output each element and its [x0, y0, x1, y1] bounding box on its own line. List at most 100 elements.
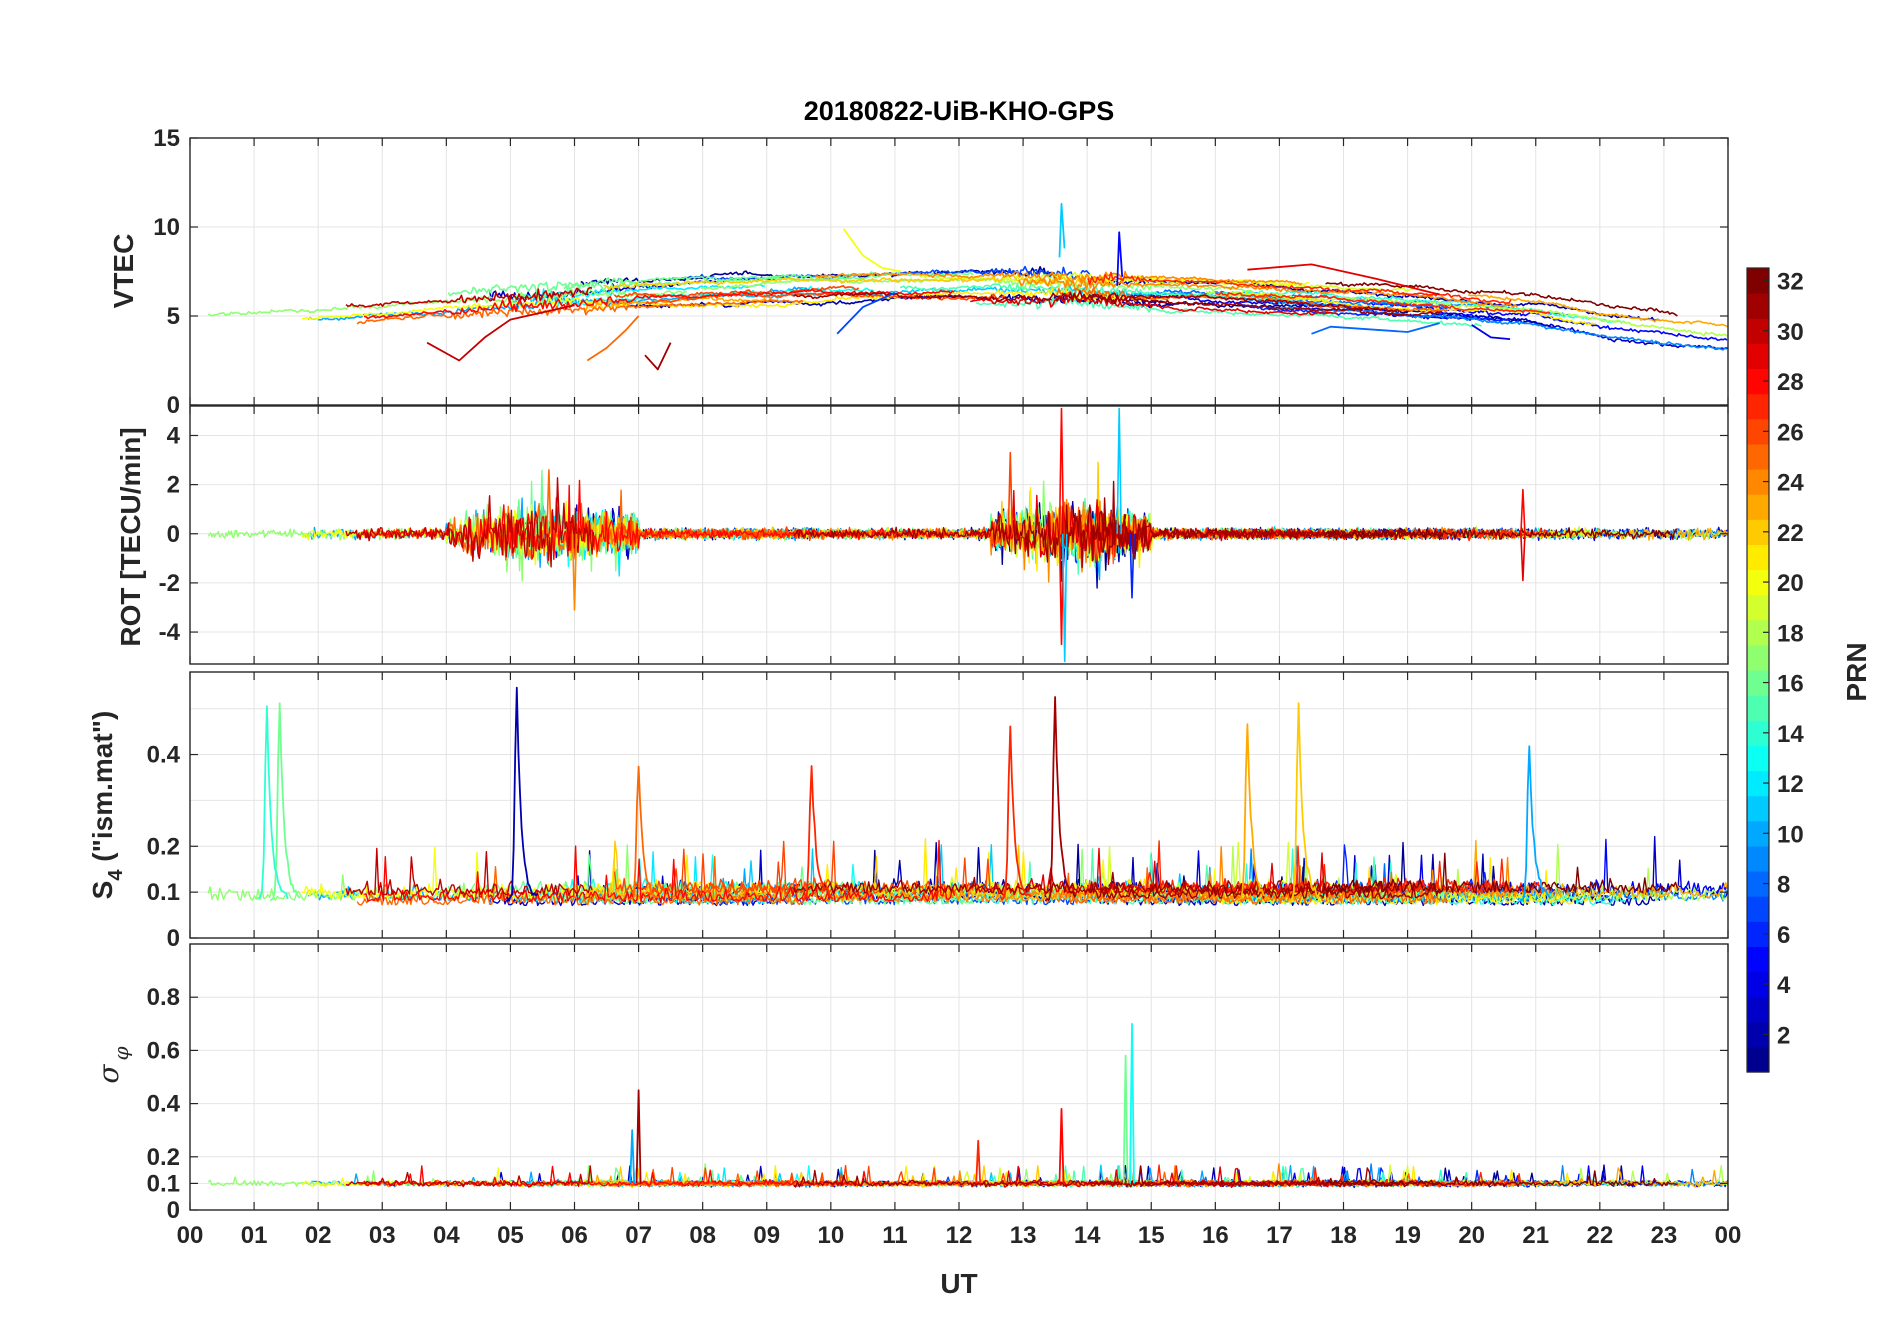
- sigma-phi-series-line: [345, 1165, 593, 1188]
- colorbar-swatch: [1747, 443, 1769, 470]
- x-tick-label: 06: [561, 1222, 588, 1249]
- s4-series-line: [613, 840, 859, 894]
- colorbar-tick-label: 22: [1777, 520, 1804, 547]
- colorbar-swatch: [1747, 996, 1769, 1023]
- colorbar-swatch: [1747, 946, 1769, 973]
- x-tick-label: 19: [1394, 1222, 1421, 1249]
- s4-peak: [1288, 702, 1321, 902]
- s4-peak: [269, 702, 301, 901]
- colorbar-swatch: [1747, 569, 1769, 596]
- colorbar-swatch: [1747, 494, 1769, 520]
- x-tick-label: 00: [177, 1222, 204, 1249]
- x-tick-label: 09: [753, 1222, 780, 1249]
- vtec-series-line: [207, 288, 688, 317]
- s4-series-line: [814, 846, 1303, 903]
- vtec-axes-box: [189, 137, 1729, 406]
- x-axis-label: UT: [940, 1268, 977, 1299]
- rot-spike: [1129, 533, 1135, 599]
- y-tick-label: 0.4: [147, 742, 181, 769]
- vtec-series-line: [1471, 324, 1511, 340]
- vtec-series-line: [644, 342, 672, 371]
- s4-series-line: [1219, 848, 1626, 906]
- colorbar-tick-label: 2: [1777, 1022, 1790, 1049]
- y-tick-label: 5: [167, 303, 180, 330]
- s4-y-ticks: 0 0.1 0.2 0.4: [147, 742, 1728, 952]
- y-tick-label: 0: [167, 392, 180, 419]
- s4-peak: [999, 725, 1032, 901]
- rot-panel: -4 -2 0 2 4 ROT [TECU/min]: [115, 405, 1729, 665]
- x-tick-label: 13: [1010, 1222, 1037, 1249]
- y-tick-label: 0.4: [147, 1091, 181, 1118]
- colorbar-swatch: [1747, 519, 1769, 545]
- x-tick-label: 07: [625, 1222, 652, 1249]
- rot-y-label: ROT [TECU/min]: [115, 427, 146, 646]
- rot-spike: [1061, 533, 1068, 663]
- y-tick-label: 0.6: [147, 1037, 180, 1064]
- colorbar-swatch: [1747, 820, 1769, 847]
- vtec-series-line: [1096, 277, 1661, 322]
- s4-peak: [1237, 723, 1269, 901]
- vtec-series-line: [356, 298, 804, 325]
- sigma-phi-peak: [635, 1089, 642, 1184]
- colorbar-swatch: [1747, 1046, 1769, 1073]
- vtec-series-line: [1018, 276, 1518, 308]
- sigma-phi-peak: [629, 1129, 636, 1184]
- vtec-series-line: [1367, 302, 1728, 341]
- sigma-phi-peak: [975, 1139, 982, 1184]
- sigma-phi-series-line: [614, 1166, 860, 1188]
- colorbar-tick-label: 32: [1777, 269, 1804, 296]
- sigma-phi-series: [207, 1022, 1728, 1189]
- x-tick-label: 10: [817, 1222, 844, 1249]
- colorbar-swatch: [1747, 368, 1769, 395]
- vtec-series-line: [447, 271, 874, 297]
- colorbar-tick-label: 16: [1777, 671, 1804, 698]
- rot-spike: [1116, 407, 1122, 534]
- colorbar-tick-label: 8: [1777, 872, 1790, 899]
- s4-series-line: [793, 871, 1400, 894]
- vtec-series-line: [842, 228, 902, 273]
- colorbar-swatch: [1747, 469, 1769, 495]
- vtec-series-line: [586, 315, 640, 362]
- x-tick-label: 01: [241, 1222, 268, 1249]
- colorbar-swatch: [1747, 670, 1769, 696]
- colorbar-swatch: [1747, 770, 1769, 797]
- rot-series: [207, 407, 1728, 663]
- rot-series-line: [1324, 527, 1678, 541]
- colorbar-swatch: [1747, 845, 1769, 872]
- vtec-y-ticks: 0 5 10 15: [153, 125, 1728, 419]
- sigma-phi-y-ticks: 00.10.2 0.4 0.6 0.8: [147, 984, 1728, 1224]
- colorbar-swatch: [1747, 745, 1769, 772]
- colorbar-swatch: [1747, 896, 1769, 922]
- vtec-series-line: [1215, 291, 1551, 315]
- vtec-series-line: [583, 295, 779, 312]
- y-tick-label: 10: [153, 214, 180, 241]
- vtec-panel: 0 5 10 15 VTEC: [108, 125, 1729, 419]
- vtec-series-line: [1058, 202, 1066, 258]
- s4-y-label-rest: ("ism.mat"): [87, 711, 118, 870]
- s4-peak: [628, 765, 660, 901]
- vtec-series-line: [1240, 303, 1510, 322]
- sigma-phi-peak: [1122, 1054, 1129, 1184]
- vtec-series-line: [1274, 306, 1728, 351]
- colorbar-label-prn: PRN: [1841, 642, 1872, 701]
- x-tick-label: 00: [1715, 1222, 1742, 1249]
- x-tick-label: 16: [1202, 1222, 1229, 1249]
- rot-series-line: [793, 504, 1401, 569]
- s4-peak: [1519, 745, 1552, 902]
- x-tick-label: 18: [1330, 1222, 1357, 1249]
- colorbar-tick-label: 4: [1777, 972, 1791, 999]
- vtec-series-line: [700, 275, 1254, 294]
- colorbar-swatch: [1747, 393, 1769, 420]
- x-tick-label: 22: [1586, 1222, 1613, 1249]
- vtec-series-line: [970, 293, 1338, 316]
- s4-y-label-main: S: [87, 881, 118, 900]
- vtec-series-line: [815, 270, 1303, 286]
- s4-axes-box: [189, 671, 1729, 939]
- s4-series-line: [1325, 852, 1679, 894]
- y-tick-label: 0.8: [147, 984, 180, 1011]
- colorbar-tick-label: 20: [1777, 570, 1804, 597]
- vtec-series-line: [918, 271, 1414, 292]
- vtec-series-line: [1247, 263, 1440, 296]
- rot-axes-box: [189, 405, 1729, 665]
